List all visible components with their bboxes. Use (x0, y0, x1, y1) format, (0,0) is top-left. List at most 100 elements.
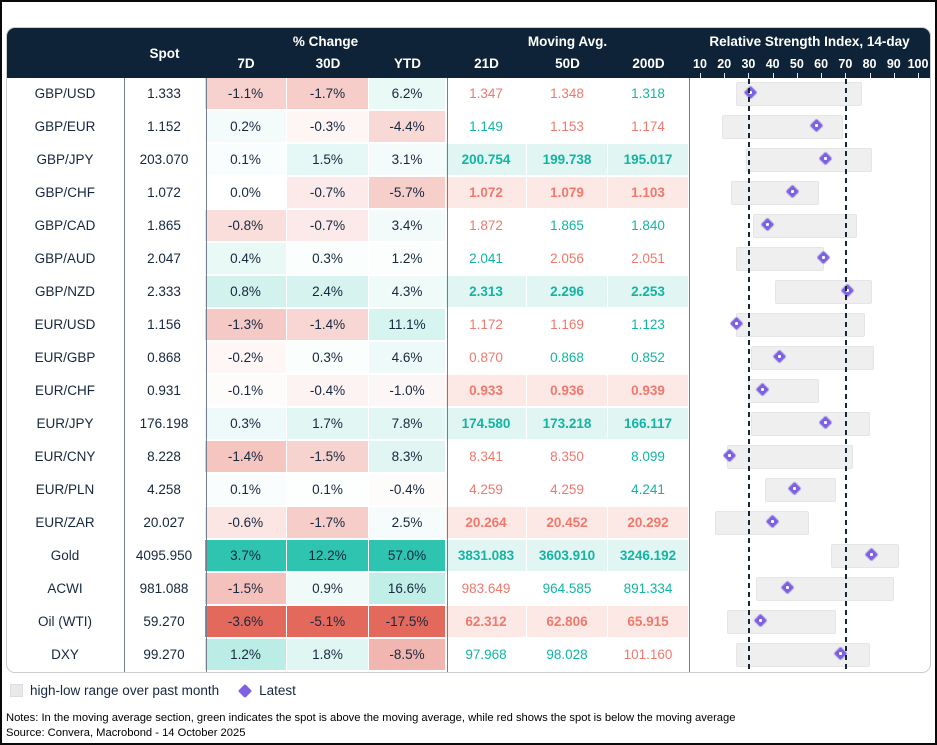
table-row: EUR/JPY 176.198 0.3% 1.7% 7.8% 174.580 173.218… (7, 408, 930, 441)
moving-avg-cell: 1.149 (446, 111, 527, 144)
pct-change-cell: -1.5% (287, 441, 369, 474)
rsi-range-bar (731, 181, 819, 205)
pct-change-cell: -1.7% (287, 78, 369, 111)
spot-value: 0.931 (124, 375, 205, 408)
rsi-cell (689, 507, 930, 540)
pct-change-cell: 0.9% (287, 573, 369, 606)
rsi-axis-tick-mark (796, 73, 798, 78)
moving-avg-cell: 20.292 (608, 507, 689, 540)
pct-change-cell: 3.1% (369, 144, 446, 177)
instrument-name: GBP/EUR (7, 111, 124, 144)
moving-avg-cell: 0.852 (608, 342, 689, 375)
rsi-range-bar (714, 511, 809, 535)
rsi-axis-tick-label: 80 (862, 57, 877, 71)
latest-diamond-icon (238, 683, 253, 698)
table-row: EUR/GBP 0.868 -0.2% 0.3% 4.6% 0.870 0.868 0.852 (7, 342, 930, 375)
rsi-axis-tick-mark (748, 73, 750, 78)
rsi-range-bar (755, 577, 894, 601)
column-divider (124, 78, 125, 672)
pct-change-cell: -3.6% (205, 606, 287, 639)
rsi-cell (689, 309, 930, 342)
spot-value: 1.072 (124, 177, 205, 210)
table-row: GBP/AUD 2.047 0.4% 0.3% 1.2% 2.041 2.056 2.051 (7, 243, 930, 276)
rsi-axis-tick-label: 90 (886, 57, 901, 71)
pct-change-cell: -0.6% (205, 507, 287, 540)
rsi-axis-tick-mark (893, 73, 895, 78)
moving-avg-cell: 0.933 (446, 375, 527, 408)
col-group-rsi: Relative Strength Index, 14-day 10 20 30 40… (689, 28, 930, 78)
rsi-group-label: Relative Strength Index, 14-day (709, 34, 910, 49)
pct-change-cell: 0.3% (287, 342, 369, 375)
spot-value: 203.070 (124, 144, 205, 177)
pct-change-cell: 2.5% (369, 507, 446, 540)
moving-avg-cell: 2.296 (527, 276, 608, 309)
pct-change-subheaders: 7D 30D YTD (205, 56, 446, 78)
moving-avg-cell: 964.585 (527, 573, 608, 606)
pct-change-cell: 16.6% (369, 573, 446, 606)
pct-change-cell: -0.7% (287, 210, 369, 243)
rsi-cell (689, 606, 930, 639)
pct-change-cell: -1.1% (205, 78, 287, 111)
moving-avg-cell: 195.017 (608, 144, 689, 177)
table-row: DXY 99.270 1.2% 1.8% -8.5% 97.968 98.028 101.16… (7, 639, 930, 672)
spot-value: 2.047 (124, 243, 205, 276)
table-header: Spot % Change 7D 30D YTD Moving Avg. 21D 50… (7, 28, 930, 78)
moving-avg-cell: 65.915 (608, 606, 689, 639)
spot-value: 1.156 (124, 309, 205, 342)
table-row: EUR/CHF 0.931 -0.1% -0.4% -1.0% 0.933 0.936 0.9… (7, 375, 930, 408)
spot-value: 1.865 (124, 210, 205, 243)
rsi-axis: 10 20 30 40 50 60 70 80 90 100 (689, 56, 930, 78)
rsi-oversold-30-line (748, 79, 750, 671)
instrument-name: Gold (7, 540, 124, 573)
rsi-range-bar (736, 247, 824, 271)
moving-avg-cell: 166.117 (608, 408, 689, 441)
pct-change-cell: 3.4% (369, 210, 446, 243)
column-divider (689, 78, 690, 672)
moving-avg-cell: 891.334 (608, 573, 689, 606)
legend: high-low range over past month Latest (10, 683, 296, 698)
rsi-cell (689, 276, 930, 309)
instrument-name: GBP/CAD (7, 210, 124, 243)
pct-change-cell: 0.3% (287, 243, 369, 276)
rsi-range-bar (746, 148, 872, 172)
moving-avg-cell: 1.865 (527, 210, 608, 243)
rsi-range-bar (775, 280, 872, 304)
rsi-cell (689, 573, 930, 606)
moving-avg-cell: 0.868 (527, 342, 608, 375)
moving-avg-cell: 1.348 (527, 78, 608, 111)
column-divider (447, 78, 448, 672)
instrument-name: EUR/USD (7, 309, 124, 342)
moving-avg-cell: 1.174 (608, 111, 689, 144)
pct-change-cell: -0.7% (287, 177, 369, 210)
col-group-pct-change: % Change 7D 30D YTD (205, 28, 446, 78)
table-row: EUR/CNY 8.228 -1.4% -1.5% 8.3% 8.341 8.350 8.09… (7, 441, 930, 474)
instrument-name: GBP/CHF (7, 177, 124, 210)
moving-avg-cell: 97.968 (446, 639, 527, 672)
pct-change-cell: 8.3% (369, 441, 446, 474)
pct-change-cell: 4.6% (369, 342, 446, 375)
moving-avg-cell: 1.079 (527, 177, 608, 210)
pct-change-cell: -0.8% (205, 210, 287, 243)
moving-avg-cell: 8.350 (527, 441, 608, 474)
table-row: Oil (WTI) 59.270 -3.6% -5.1% -17.5% 62.312 62.… (7, 606, 930, 639)
col-group-moving-avg: Moving Avg. 21D 50D 200D (446, 28, 689, 78)
rsi-axis-tick-mark (772, 73, 774, 78)
spot-value: 4095.950 (124, 540, 205, 573)
rsi-cell (689, 144, 930, 177)
rsi-cell (689, 177, 930, 210)
pct-change-cell: 1.5% (287, 144, 369, 177)
moving-avg-cell: 1.169 (527, 309, 608, 342)
col-header-30d: 30D (315, 56, 341, 71)
moving-avg-cell: 1.123 (608, 309, 689, 342)
table-row: EUR/USD 1.156 -1.3% -1.4% 11.1% 1.172 1.169 1.1… (7, 309, 930, 342)
moving-avg-cell: 1.153 (527, 111, 608, 144)
rsi-range-bar (726, 445, 853, 469)
rsi-cell (689, 639, 930, 672)
legend-range-label: high-low range over past month (30, 683, 220, 698)
moving-avg-cell: 0.939 (608, 375, 689, 408)
instrument-name: GBP/JPY (7, 144, 124, 177)
moving-avg-cell: 2.253 (608, 276, 689, 309)
legend-latest-label: Latest (259, 683, 296, 698)
table-row: GBP/CHF 1.072 0.0% -0.7% -5.7% 1.072 1.079 1.10… (7, 177, 930, 210)
instrument-name: GBP/USD (7, 78, 124, 111)
